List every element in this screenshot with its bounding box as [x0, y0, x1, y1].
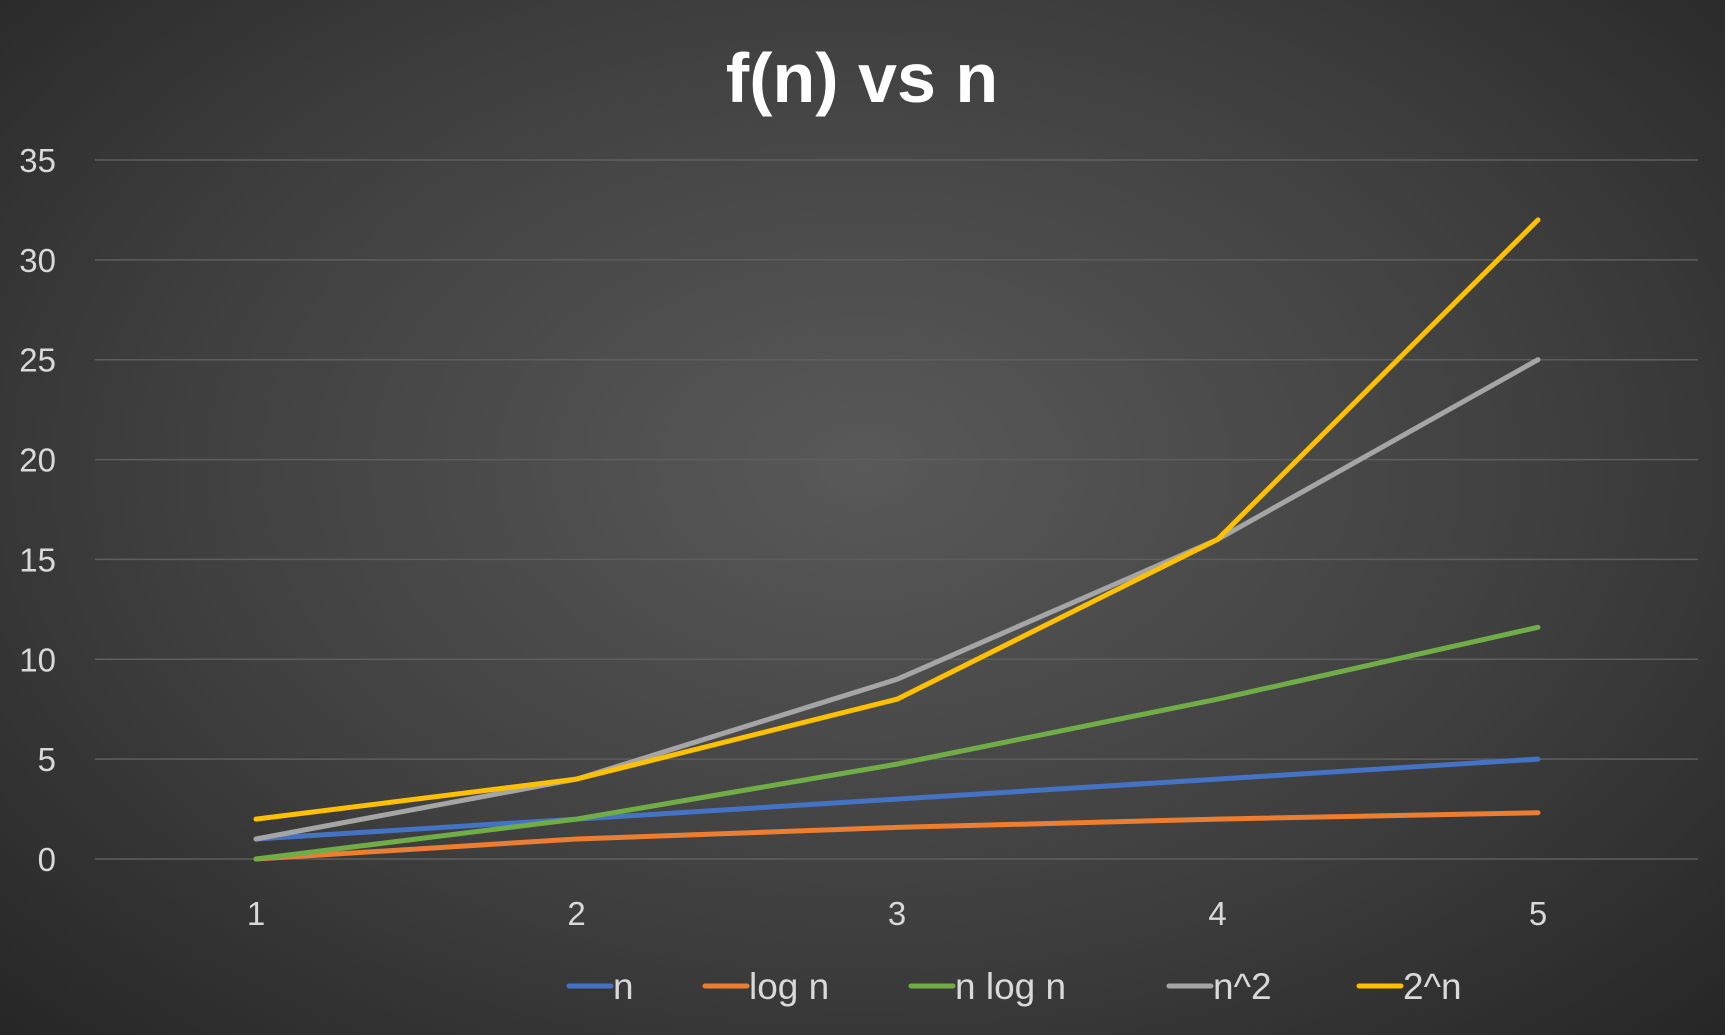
series-line-2	[253, 624, 1541, 862]
y-tick-label: 15	[19, 541, 56, 578]
series-lines	[253, 217, 1541, 862]
y-tick-label: 35	[19, 142, 56, 179]
x-tick-label: 4	[1208, 895, 1226, 932]
y-tick-label: 20	[19, 442, 56, 479]
legend-label: n	[613, 966, 634, 1007]
chart-title: f(n) vs n	[726, 39, 998, 117]
legend-item-2: n log n	[908, 966, 1066, 1007]
x-tick-label: 3	[888, 895, 906, 932]
legend-item-3: n^2	[1166, 966, 1272, 1007]
series-line-3	[253, 357, 1541, 842]
x-tick-label: 2	[567, 895, 585, 932]
y-tick-label: 10	[19, 641, 56, 678]
y-tick-label: 30	[19, 242, 56, 279]
gridlines	[95, 159, 1698, 860]
legend: n log n n log n n^2 2^n	[566, 966, 1462, 1007]
legend-item-0: n	[566, 966, 634, 1007]
y-tick-label: 25	[19, 342, 56, 379]
legend-item-4: 2^n	[1356, 966, 1462, 1007]
legend-label: log n	[749, 966, 829, 1007]
legend-label: n^2	[1213, 966, 1272, 1007]
x-tick-label: 1	[247, 895, 265, 932]
x-axis: 1 2 3 4 5	[247, 895, 1547, 932]
legend-item-1: log n	[702, 966, 829, 1007]
series-line-0	[253, 756, 1541, 842]
y-tick-label: 0	[38, 841, 56, 878]
legend-label: 2^n	[1403, 966, 1462, 1007]
series-line-4	[253, 217, 1541, 822]
x-tick-label: 5	[1529, 895, 1547, 932]
y-tick-label: 5	[38, 741, 56, 778]
series-line-1	[253, 810, 1541, 862]
legend-label: n log n	[955, 966, 1066, 1007]
y-axis: 0 5 10 15 20 25 30 35	[19, 142, 56, 878]
